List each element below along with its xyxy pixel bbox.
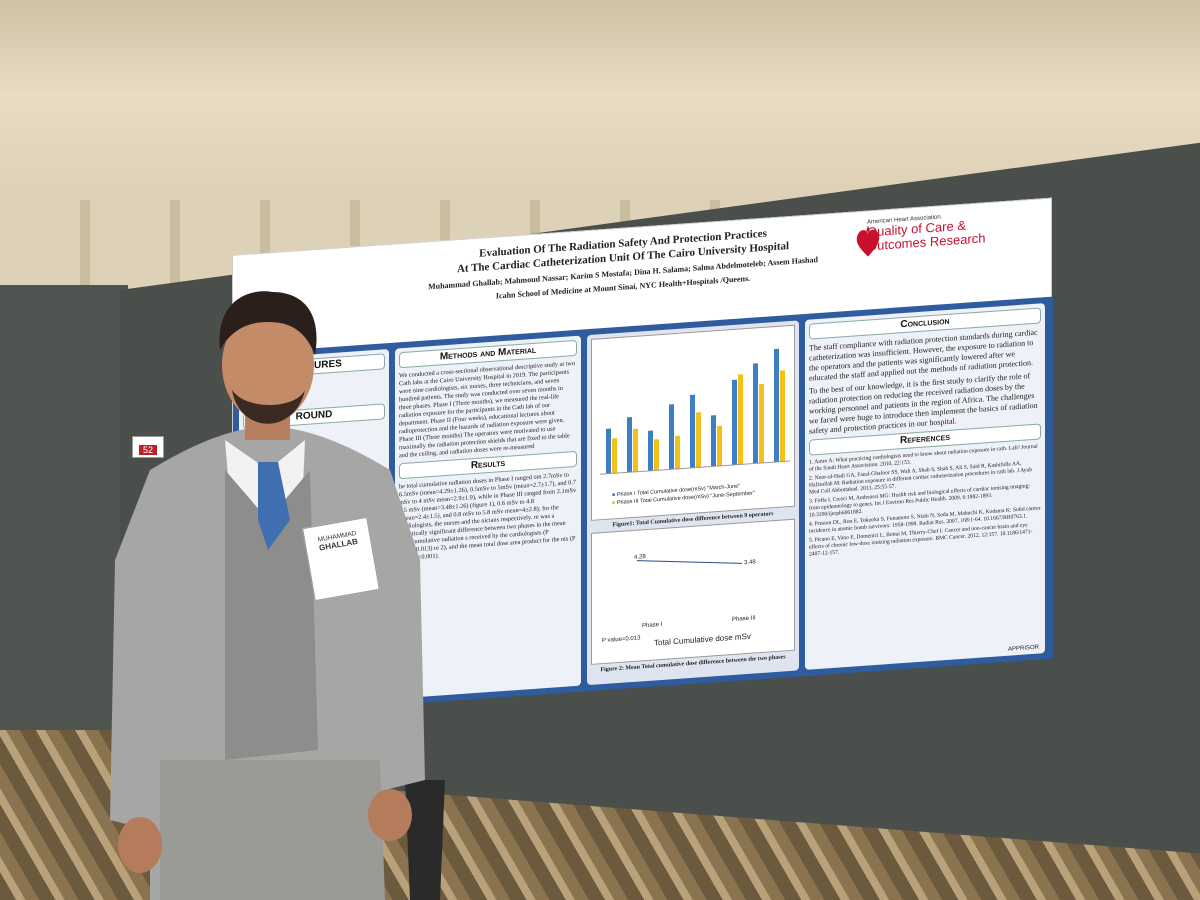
hair — [219, 291, 317, 355]
line-figure — [636, 560, 743, 564]
poster-header: Evaluation Of The Radiation Safety And P… — [233, 198, 1051, 354]
board-number: 52 — [132, 436, 164, 458]
figure-1: ■ Phase I Total Cumulative dose(mSv) "Ma… — [591, 324, 795, 521]
tie — [258, 462, 290, 550]
board-number-text: 52 — [138, 445, 157, 455]
trousers — [160, 760, 385, 900]
beard — [232, 390, 305, 424]
phase3-bars — [612, 370, 785, 474]
poster: Evaluation Of The Radiation Safety And P… — [232, 197, 1053, 716]
aha-logo — [856, 225, 880, 257]
figure-column: ■ Phase I Total Cumulative dose(mSv) "Ma… — [587, 320, 799, 686]
hand — [118, 817, 162, 873]
trend-line — [636, 560, 743, 564]
vest — [225, 470, 318, 760]
poster-body: CLOSURES ROUND Methods and Material We c… — [233, 296, 1053, 716]
face — [222, 307, 314, 423]
figure-2: 4.28 3.48 Phase I Phase III P value=0.01… — [591, 518, 795, 665]
name-badge: MUHAMMAD GHALLAB — [302, 516, 380, 602]
leg-background — [405, 780, 445, 900]
hand — [368, 789, 412, 841]
bar-figure — [600, 348, 790, 475]
phase1-bars — [606, 348, 779, 474]
board-panel — [0, 285, 128, 730]
axis — [600, 460, 790, 475]
